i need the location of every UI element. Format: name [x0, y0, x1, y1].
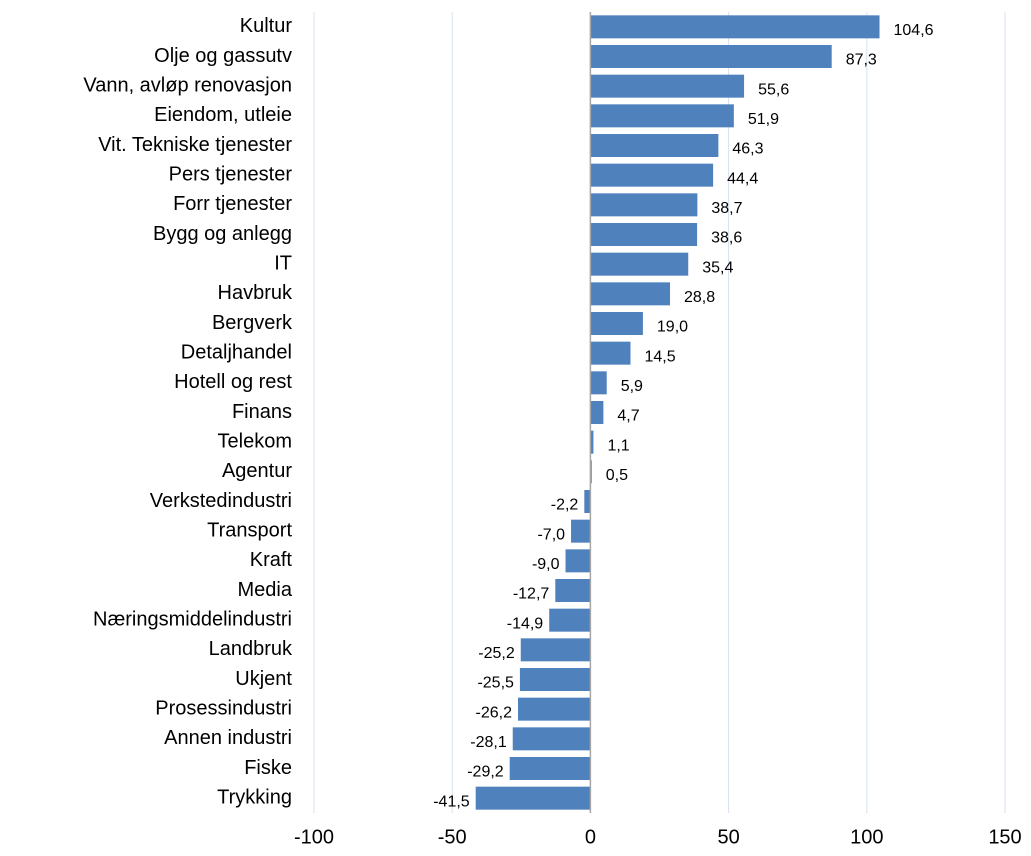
category-label: Finans — [232, 401, 292, 423]
value-label: -2,2 — [551, 497, 579, 514]
category-label: Kraft — [250, 549, 293, 571]
value-label: -7,0 — [537, 526, 565, 543]
bar — [584, 490, 591, 513]
category-label: Ukjent — [235, 668, 292, 690]
category-label: Eiendom, utleie — [154, 104, 292, 126]
category-label: Transport — [207, 519, 292, 541]
bar — [590, 193, 698, 217]
category-label: Verkstedindustri — [150, 490, 292, 512]
value-label: -28,1 — [470, 734, 507, 751]
category-label: Forr tjenester — [173, 193, 292, 215]
x-tick-label: 50 — [717, 826, 739, 848]
value-label: -29,2 — [467, 764, 504, 781]
value-label: -25,5 — [477, 675, 514, 692]
value-label: 44,4 — [727, 170, 758, 187]
x-tick-label: 100 — [850, 826, 883, 848]
category-label: Fiske — [244, 757, 292, 779]
bar — [571, 519, 591, 543]
value-label: 0,5 — [606, 467, 628, 484]
category-label: Agentur — [222, 460, 292, 482]
x-tick-label: -50 — [438, 826, 467, 848]
category-label: Bygg og anlegg — [153, 223, 292, 245]
bar — [590, 104, 734, 128]
value-label: 4,7 — [617, 408, 639, 425]
value-label: 19,0 — [657, 319, 688, 336]
bar — [509, 757, 591, 780]
value-label: 51,9 — [748, 111, 779, 128]
bar — [555, 579, 591, 602]
category-label: Hotell og rest — [174, 371, 292, 393]
x-tick-label: 0 — [585, 826, 596, 848]
category-label: IT — [274, 252, 292, 274]
bar — [590, 45, 832, 68]
bar — [590, 252, 689, 276]
category-label: Detaljhandel — [181, 341, 292, 363]
value-label: 38,7 — [711, 200, 742, 217]
value-label: -9,0 — [532, 556, 560, 573]
x-tick-label: 150 — [988, 826, 1021, 848]
category-label: Landbruk — [209, 638, 293, 660]
value-label: 1,1 — [607, 437, 629, 454]
value-label: 14,5 — [644, 348, 675, 365]
value-label: -26,2 — [476, 704, 513, 721]
bar — [549, 608, 591, 632]
bar — [475, 786, 591, 810]
bar — [590, 312, 643, 335]
value-label: 87,3 — [846, 52, 877, 69]
value-label: -25,2 — [478, 645, 515, 662]
category-label: Vann, avløp renovasjon — [83, 74, 292, 96]
bar — [512, 727, 591, 751]
category-label: Olje og gassutv — [154, 45, 292, 67]
bar — [590, 430, 594, 454]
category-label: Telekom — [218, 430, 292, 452]
bar — [519, 668, 591, 691]
category-label: Havbruk — [218, 282, 293, 304]
category-label: Pers tjenester — [169, 163, 293, 185]
value-label: -41,5 — [433, 793, 470, 810]
category-label: Bergverk — [212, 312, 293, 334]
category-label: Media — [238, 579, 293, 601]
bar — [590, 223, 698, 246]
bar — [590, 371, 607, 395]
category-label: Annen industri — [164, 727, 292, 749]
value-label: 104,6 — [894, 22, 934, 39]
value-label: 35,4 — [702, 259, 733, 276]
category-label: Prosessindustri — [155, 697, 292, 719]
value-label: 55,6 — [758, 81, 789, 98]
bar — [590, 134, 719, 157]
value-label: 38,6 — [711, 230, 742, 247]
bar — [565, 549, 591, 573]
bar — [590, 163, 714, 187]
category-label: Kultur — [240, 15, 293, 37]
bar — [590, 341, 631, 365]
bar — [590, 74, 745, 98]
bar — [590, 401, 604, 424]
bar — [590, 282, 671, 306]
category-label: Trykking — [217, 786, 292, 808]
value-label: -12,7 — [513, 586, 550, 603]
value-label: 46,3 — [732, 141, 763, 158]
category-label: Næringsmiddelindustri — [93, 608, 292, 630]
value-label: 5,9 — [621, 378, 643, 395]
category-label: Vit. Tekniske tjenester — [98, 134, 292, 156]
x-tick-label: -100 — [294, 826, 334, 848]
bar — [520, 638, 591, 662]
bar — [517, 697, 591, 721]
value-label: 28,8 — [684, 289, 715, 306]
value-label: -14,9 — [507, 615, 544, 632]
bar — [590, 15, 880, 39]
